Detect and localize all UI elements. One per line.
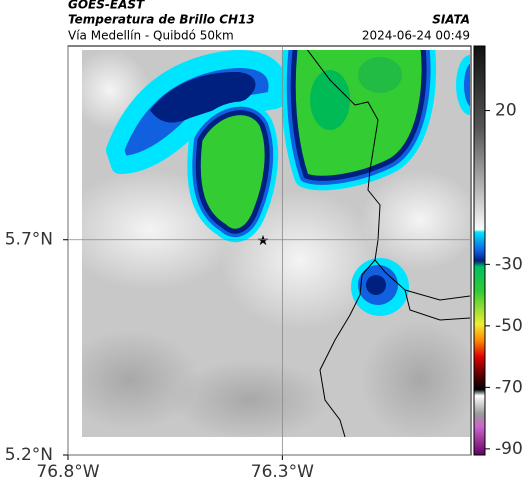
colorbar-tick-label: -90	[495, 439, 523, 459]
timestamp: 2024-06-24 00:49	[362, 29, 470, 43]
source: SIATA	[432, 13, 470, 27]
satellite: GOES-EAST	[68, 0, 145, 12]
x-tick-label: 76.8°W	[36, 462, 99, 482]
y-tick-label: 5.7°N	[5, 230, 53, 250]
title: Temperatura de Brillo CH13	[68, 13, 255, 27]
location-marker: ★	[257, 233, 270, 249]
satellite-image	[82, 50, 470, 437]
colorbar	[473, 45, 486, 456]
x-tick-label: 76.3°W	[251, 462, 314, 482]
colorbar-tick-label: -70	[495, 377, 523, 397]
colorbar-tick-label: -30	[495, 254, 523, 274]
colorbar-tick-label: 20	[495, 101, 517, 121]
colorbar-tick-label: -50	[495, 316, 523, 336]
y-tick-label: 5.2°N	[5, 445, 53, 465]
subtitle: Vía Medellín - Quibdó 50km	[68, 29, 234, 43]
